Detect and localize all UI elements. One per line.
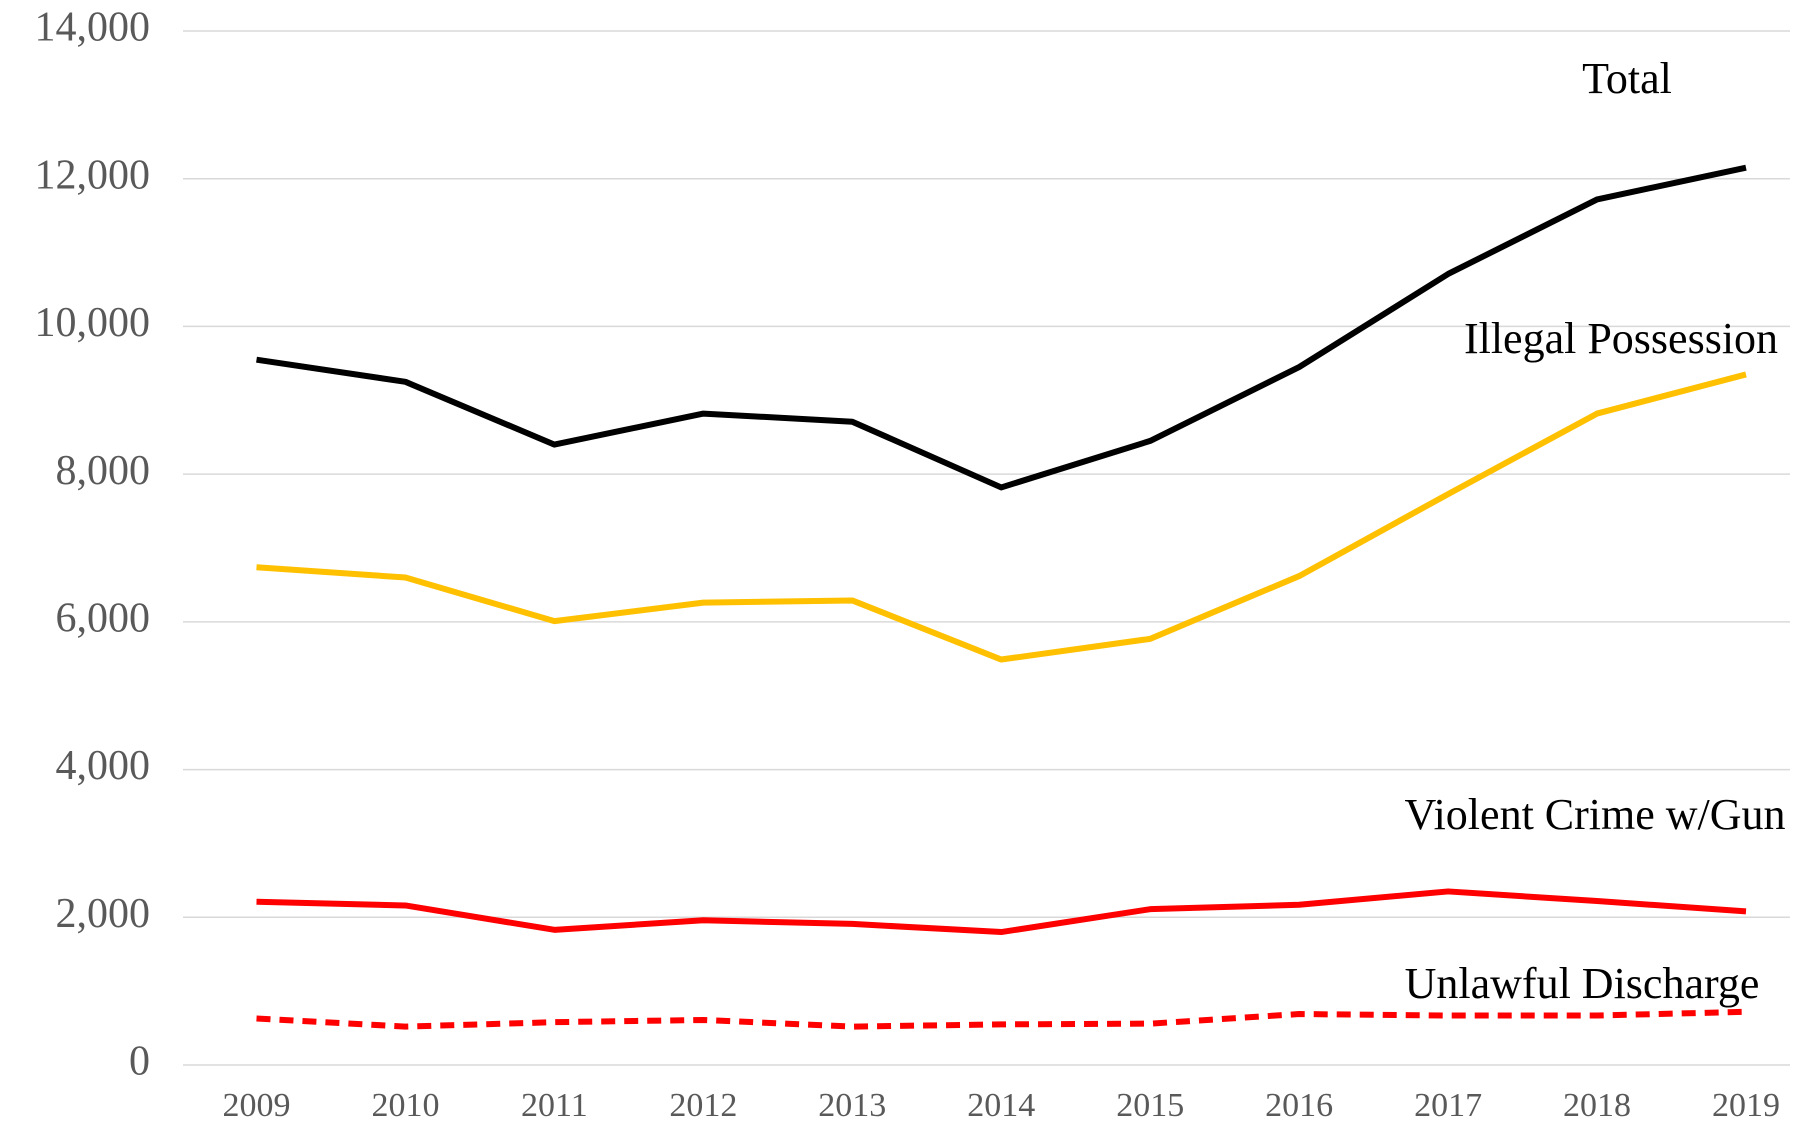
y-tick-label: 2,000 bbox=[56, 891, 151, 937]
series-line bbox=[256, 888, 1747, 936]
x-tick-label: 2019 bbox=[1712, 1087, 1780, 1124]
y-tick-label: 4,000 bbox=[56, 743, 151, 789]
x-tick-label: 2017 bbox=[1414, 1087, 1482, 1124]
y-tick-label: 0 bbox=[129, 1039, 150, 1085]
series-label: Unlawful Discharge bbox=[1405, 959, 1760, 1008]
x-tick-label: 2018 bbox=[1563, 1087, 1631, 1124]
series-line bbox=[256, 371, 1747, 663]
series-line bbox=[256, 1008, 1747, 1030]
x-tick-label: 2014 bbox=[967, 1087, 1035, 1124]
series-line bbox=[256, 164, 1747, 491]
y-tick-label: 12,000 bbox=[35, 152, 151, 198]
x-tick-label: 2009 bbox=[223, 1087, 291, 1124]
series-label: Illegal Possession bbox=[1464, 314, 1778, 363]
x-tick-label: 2011 bbox=[521, 1087, 588, 1124]
x-tick-label: 2010 bbox=[371, 1087, 439, 1124]
y-tick-label: 8,000 bbox=[56, 448, 151, 494]
series-label: Violent Crime w/Gun bbox=[1404, 790, 1785, 839]
x-tick-label: 2012 bbox=[669, 1087, 737, 1124]
y-tick-label: 10,000 bbox=[35, 300, 151, 346]
x-tick-label: 2013 bbox=[818, 1087, 886, 1124]
x-tick-label: 2015 bbox=[1116, 1087, 1184, 1124]
series-label: Total bbox=[1582, 54, 1672, 103]
y-tick-label: 14,000 bbox=[35, 5, 151, 51]
x-tick-label: 2016 bbox=[1265, 1087, 1333, 1124]
y-tick-label: 6,000 bbox=[56, 595, 151, 641]
